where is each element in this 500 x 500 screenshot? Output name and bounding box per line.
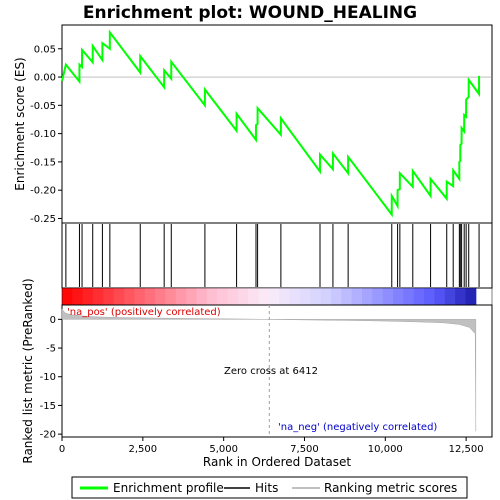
metric-y-tick-label: -20	[40, 430, 56, 441]
color-bar-segment	[382, 288, 394, 305]
legend: Enrichment profile Hits Ranking metric s…	[71, 476, 468, 499]
color-bar-segment	[351, 288, 363, 305]
color-bar-segment	[330, 288, 342, 305]
color-bar-segment	[444, 288, 456, 305]
color-bar-segment	[320, 288, 332, 305]
hits-panel	[61, 222, 493, 289]
color-bar-segment	[72, 288, 84, 305]
x-tick-label: 7,500	[290, 444, 319, 455]
color-bar-segment	[165, 288, 177, 305]
es-y-tick-label: 0.00	[34, 73, 56, 84]
es-y-tick-label: -0.10	[30, 129, 56, 140]
es-y-tick-label: -0.15	[30, 157, 56, 168]
zero-cross-label: Zero cross at 6412	[224, 366, 318, 377]
x-tick-label: 5,000	[209, 444, 238, 455]
metric-y-axis-label: Ranked list metric (PreRanked)	[21, 278, 35, 463]
color-bar-segment	[124, 288, 135, 305]
color-bar-segment	[206, 288, 218, 305]
ranking-metric-area	[61, 308, 477, 432]
pos-label: 'na_pos' (positively correlated)	[67, 307, 221, 318]
rank-color-bar	[61, 287, 493, 306]
legend-metric-label: Ranking metric scores	[324, 481, 457, 495]
color-bar-segment	[424, 288, 435, 305]
x-ticks: 0 2,500 5,000 7,500 10,000 12,500	[59, 437, 484, 455]
chart-title: Enrichment plot: WOUND_HEALING	[83, 3, 417, 23]
neg-label: 'na_neg' (negatively correlated)	[278, 422, 437, 433]
color-bar-segment	[196, 288, 208, 305]
legend-es-label: Enrichment profile	[113, 481, 224, 495]
es-y-axis-label: Enrichment score (ES)	[13, 57, 27, 190]
color-bar-segment	[217, 288, 229, 305]
color-bar-segment	[455, 288, 466, 305]
color-bar-segment	[113, 288, 125, 305]
color-bar-segment	[413, 288, 425, 305]
color-bar-segment	[62, 288, 73, 305]
x-tick-label: 0	[59, 444, 65, 455]
es-y-tick-label: -0.20	[30, 186, 56, 197]
color-bar-segment	[465, 288, 477, 305]
color-bar-segment	[341, 288, 353, 305]
color-bar-segment	[310, 288, 322, 305]
color-bar-segment	[144, 288, 156, 305]
x-axis-label: Rank in Ordered Dataset	[203, 455, 351, 469]
hits-marks	[65, 224, 480, 287]
metric-y-tick-label: -10	[40, 372, 56, 383]
color-bar-segment	[279, 288, 291, 305]
color-bar-segment	[237, 288, 249, 305]
es-panel	[61, 24, 493, 224]
metric-y-tick-label: 0	[50, 315, 56, 326]
color-bar-segment	[155, 288, 166, 305]
color-bar-segment	[134, 288, 146, 305]
es-y-tick-label: -0.25	[30, 214, 56, 225]
x-tick-label: 2,500	[129, 444, 158, 455]
metric-panel	[61, 304, 493, 438]
metric-y-tick-label: -15	[40, 401, 56, 412]
legend-box	[71, 476, 468, 499]
color-bar-segment	[372, 288, 384, 305]
color-bar-segment	[289, 288, 301, 305]
color-bar-segment	[175, 288, 187, 305]
color-bar-segment	[93, 288, 104, 305]
color-bar-segment	[186, 288, 197, 305]
color-bar-segment	[434, 288, 446, 305]
enrichment-profile-line	[61, 29, 481, 218]
metric-y-tick-label: -5	[46, 344, 56, 355]
es-y-tick-label: -0.05	[30, 101, 56, 112]
color-bar-segment	[299, 288, 311, 305]
color-bar-segment	[103, 288, 115, 305]
color-bar-segment	[82, 288, 94, 305]
color-bar-segment	[258, 288, 270, 305]
es-y-ticks: 0.05 0.00 -0.05 -0.10 -0.15 -0.20 -0.25	[30, 44, 62, 225]
x-tick-label: 10,000	[368, 444, 403, 455]
color-bar-segment	[268, 288, 280, 305]
color-bar-segment	[227, 288, 239, 305]
color-bar-segment	[403, 288, 415, 305]
metric-y-ticks: 0 -5 -10 -15 -20	[40, 315, 62, 441]
legend-hits-label: Hits	[255, 481, 278, 495]
color-bar-segment	[393, 288, 404, 305]
es-y-tick-label: 0.05	[34, 44, 56, 55]
color-bar-segment	[248, 288, 260, 305]
x-tick-label: 12,500	[449, 444, 484, 455]
color-bar-segment	[362, 288, 373, 305]
